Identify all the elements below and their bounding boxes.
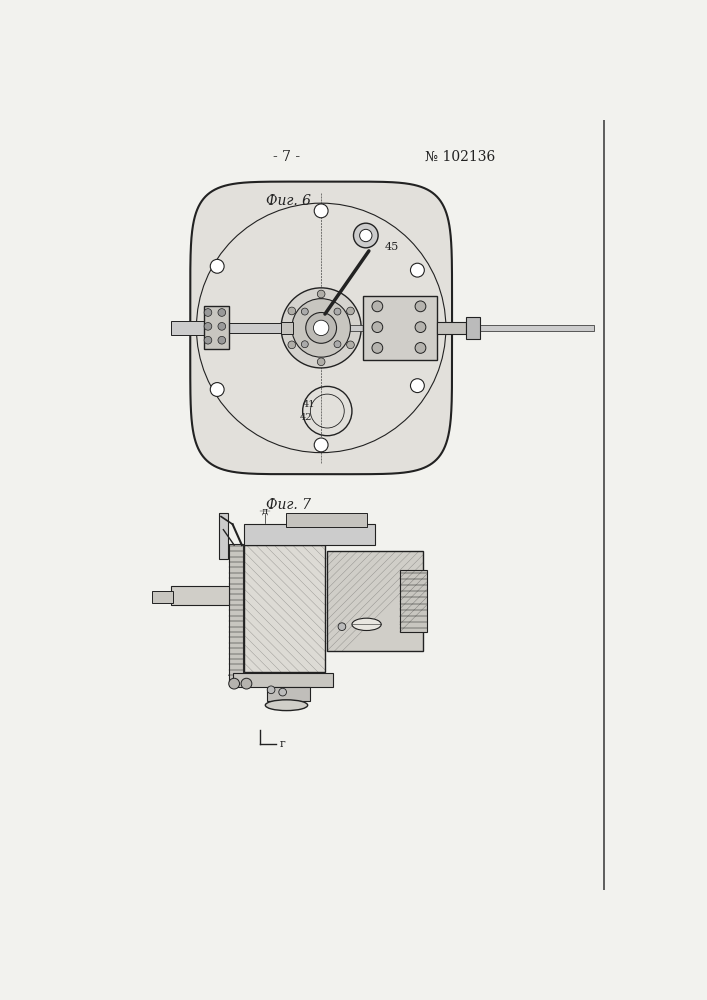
Text: № 102136: № 102136 [425, 150, 495, 164]
Circle shape [279, 688, 286, 696]
Ellipse shape [265, 700, 308, 711]
Circle shape [241, 678, 252, 689]
Bar [152, 591, 173, 603]
Circle shape [204, 309, 212, 316]
Circle shape [292, 299, 351, 357]
Circle shape [305, 312, 337, 343]
Bar [286, 513, 368, 527]
Circle shape [415, 301, 426, 312]
Circle shape [334, 308, 341, 315]
Circle shape [210, 259, 224, 273]
Circle shape [313, 320, 329, 336]
Text: 42: 42 [300, 413, 312, 422]
Bar [399, 570, 426, 632]
Circle shape [218, 323, 226, 330]
Circle shape [317, 290, 325, 298]
Bar [281, 322, 293, 334]
Circle shape [288, 307, 296, 315]
Circle shape [372, 343, 382, 353]
Bar [229, 544, 243, 686]
Circle shape [218, 336, 226, 344]
Circle shape [346, 341, 354, 349]
Circle shape [354, 223, 378, 248]
Text: д: д [262, 507, 268, 516]
Polygon shape [190, 182, 452, 474]
Bar [466, 317, 480, 339]
Circle shape [301, 308, 308, 315]
Bar [281, 325, 595, 331]
Text: 41: 41 [303, 400, 315, 409]
Bar [204, 306, 229, 349]
Circle shape [218, 309, 226, 316]
Circle shape [288, 341, 296, 349]
Text: - 7 -: - 7 - [273, 150, 300, 164]
Bar [363, 296, 437, 360]
Text: 45: 45 [385, 242, 399, 252]
Circle shape [267, 686, 275, 694]
Circle shape [415, 322, 426, 333]
Bar [171, 586, 229, 605]
Circle shape [334, 341, 341, 348]
Circle shape [338, 623, 346, 631]
Bar [327, 551, 423, 651]
Bar [244, 545, 325, 672]
Bar [259, 544, 264, 686]
Bar [267, 687, 310, 701]
Bar [233, 673, 333, 687]
Bar [171, 321, 204, 335]
Circle shape [415, 343, 426, 353]
Bar [244, 524, 375, 545]
Text: Фиг. 7: Фиг. 7 [267, 498, 311, 512]
Bar [218, 513, 228, 559]
Circle shape [204, 336, 212, 344]
Bar [437, 322, 466, 334]
Circle shape [372, 301, 382, 312]
Text: б: б [245, 531, 251, 540]
Circle shape [301, 341, 308, 348]
Text: 52: 52 [294, 695, 307, 704]
Circle shape [229, 678, 240, 689]
Text: Фиг. 6: Фиг. 6 [267, 194, 311, 208]
Circle shape [346, 307, 354, 315]
Circle shape [411, 263, 424, 277]
Circle shape [314, 438, 328, 452]
Ellipse shape [352, 618, 381, 631]
Circle shape [281, 288, 361, 368]
Circle shape [372, 322, 382, 333]
Circle shape [411, 379, 424, 393]
Bar [243, 544, 247, 686]
Bar [229, 323, 281, 333]
Text: в: в [298, 547, 303, 556]
Text: 49: 49 [228, 671, 240, 680]
Circle shape [204, 323, 212, 330]
Circle shape [314, 204, 328, 218]
Text: 53: 53 [282, 676, 294, 685]
Circle shape [317, 358, 325, 366]
Circle shape [210, 383, 224, 396]
Text: г: г [279, 739, 286, 749]
Circle shape [360, 229, 372, 242]
